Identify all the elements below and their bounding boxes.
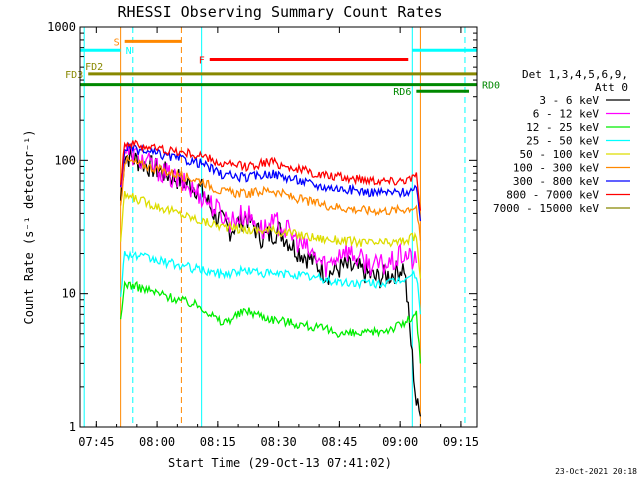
legend-label-0: 3 - 6 keV <box>539 94 599 107</box>
legend-label-7: 800 - 7000 keV <box>506 189 599 202</box>
y-axis-label: Count Rate (s⁻¹ detector⁻¹) <box>22 129 36 324</box>
legend-header-0: Det 1,3,4,5,6,9, <box>522 68 628 81</box>
y-tick-label-0: 1 <box>69 420 76 434</box>
x-tick-label-2: 08:15 <box>200 435 236 449</box>
plot-series <box>119 139 422 417</box>
x-tick-label-1: 08:00 <box>139 435 175 449</box>
flag-label-7: RD6 <box>393 87 411 98</box>
flag-label-3: F <box>199 56 205 67</box>
legend-header-1: Att 0 <box>595 81 628 94</box>
x-tick-label-5: 09:00 <box>382 435 418 449</box>
flag-label-0: S <box>114 37 120 48</box>
series-line-3 <box>119 250 422 315</box>
chart-title: RHESSI Observing Summary Count Rates <box>117 3 442 21</box>
flag-label-4: FD2 <box>85 62 103 73</box>
x-tick-label-4: 08:45 <box>321 435 357 449</box>
x-axis-label: Start Time (29-Oct-13 07:41:02) <box>168 456 392 470</box>
flag-label-1: N <box>126 46 132 57</box>
flag-label-5: FD3 <box>65 70 83 81</box>
x-tick-label-3: 08:30 <box>261 435 297 449</box>
legend-label-2: 12 - 25 keV <box>526 121 599 134</box>
y-tick-label-1: 10 <box>62 287 76 301</box>
x-tick-label-0: 07:45 <box>78 435 114 449</box>
x-tick-label-6: 09:15 <box>443 435 479 449</box>
series-line-6 <box>119 141 422 222</box>
generation-timestamp: 23-Oct-2021 20:18 <box>555 467 637 476</box>
legend-label-1: 6 - 12 keV <box>533 108 600 121</box>
series-line-4 <box>119 190 422 279</box>
x-axis-ticks: 07:45 08:00 08:15 08:30 08:45 09:00 09:15 <box>78 27 479 449</box>
series-line-2 <box>119 280 422 364</box>
legend-label-4: 50 - 100 keV <box>520 148 600 161</box>
legend-label-3: 25 - 50 keV <box>526 135 599 148</box>
series-line-7 <box>119 139 422 211</box>
y-axis-ticks: 1 10 100 1000 <box>47 20 477 434</box>
legend-label-8: 7000 - 15000 keV <box>493 202 599 215</box>
series-line-0 <box>119 148 422 417</box>
series-line-5 <box>119 154 422 241</box>
legend-label-6: 300 - 800 keV <box>513 175 599 188</box>
y-tick-label-2: 100 <box>54 153 76 167</box>
flag-label-6: RD0 <box>482 81 500 92</box>
y-tick-label-3: 1000 <box>47 20 76 34</box>
legend-label-5: 100 - 300 keV <box>513 162 599 175</box>
